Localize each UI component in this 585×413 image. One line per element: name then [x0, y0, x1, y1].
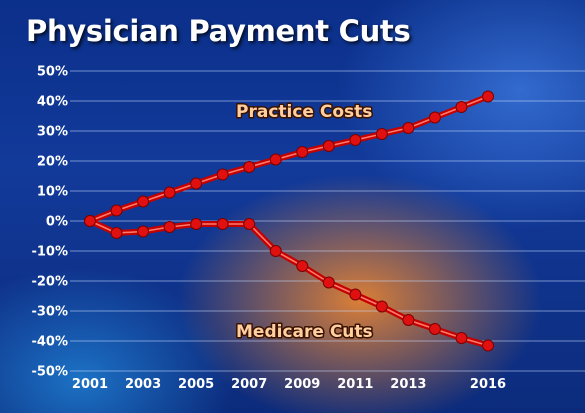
y-tick-label: 20%: [37, 155, 68, 170]
x-tick-label: 2003: [125, 377, 161, 392]
data-point: [296, 260, 309, 272]
data-point: [110, 227, 123, 239]
data-point: [269, 153, 282, 166]
y-tick-label: -30%: [31, 305, 68, 320]
y-tick-label: -50%: [31, 365, 68, 380]
data-point: [190, 218, 203, 230]
data-point: [349, 134, 362, 146]
x-tick-label: 2016: [470, 377, 506, 392]
gridlines: [70, 70, 585, 372]
data-point: [322, 140, 335, 152]
data-point: [402, 314, 415, 326]
y-tick-label: 30%: [37, 125, 68, 140]
y-axis-ticks: 50% 40% 30% 20% 10% 0% -10% -20% -30% -40% -50%: [31, 65, 68, 380]
series-label-medicare-cuts: Medicare Cuts: [236, 322, 373, 342]
y-tick-label: 40%: [37, 95, 68, 110]
data-point: [322, 276, 335, 289]
x-tick-label: 2011: [337, 377, 373, 392]
series-line-highlight: [89, 95, 489, 222]
series-label-practice-costs: Practice Costs: [236, 102, 372, 122]
data-point: [216, 218, 229, 230]
data-point: [110, 204, 123, 217]
series-medicare-cuts: [84, 215, 494, 352]
x-tick-label: 2005: [178, 377, 214, 392]
y-tick-label: -40%: [31, 335, 68, 350]
chart-title: Physician Payment Cuts: [26, 14, 411, 48]
data-point: [428, 323, 441, 335]
data-point: [84, 215, 96, 227]
y-tick-label: 10%: [37, 185, 68, 200]
data-point: [296, 146, 309, 158]
data-point: [216, 168, 229, 181]
data-point: [375, 300, 388, 313]
data-point: [190, 177, 203, 190]
data-point: [402, 122, 415, 134]
data-point: [243, 161, 256, 173]
data-point: [137, 195, 150, 208]
data-point: [455, 332, 468, 344]
x-tick-label: 2001: [72, 377, 108, 392]
data-point: [455, 101, 468, 113]
y-tick-label: 0%: [46, 215, 68, 230]
data-point: [269, 245, 282, 257]
x-tick-label: 2009: [284, 377, 320, 392]
y-tick-label: -20%: [31, 275, 68, 290]
y-tick-label: -10%: [31, 245, 68, 260]
series-line-highlight: [89, 220, 489, 347]
data-point: [163, 221, 176, 233]
data-point: [428, 111, 441, 124]
x-axis-ticks: 2001 2003 2005 2007 2009 2011 2013 2016: [72, 377, 506, 392]
data-point: [482, 339, 494, 352]
data-point: [349, 288, 362, 301]
x-tick-label: 2013: [390, 377, 426, 392]
data-point: [375, 128, 388, 140]
data-point: [482, 90, 494, 103]
y-tick-label: 50%: [37, 65, 68, 80]
x-tick-label: 2007: [231, 377, 267, 392]
data-point: [163, 186, 176, 199]
data-point: [243, 218, 256, 230]
series-lines: [84, 90, 494, 352]
data-point: [137, 225, 150, 238]
series-labels: Practice Costs Medicare Cuts: [235, 101, 375, 344]
